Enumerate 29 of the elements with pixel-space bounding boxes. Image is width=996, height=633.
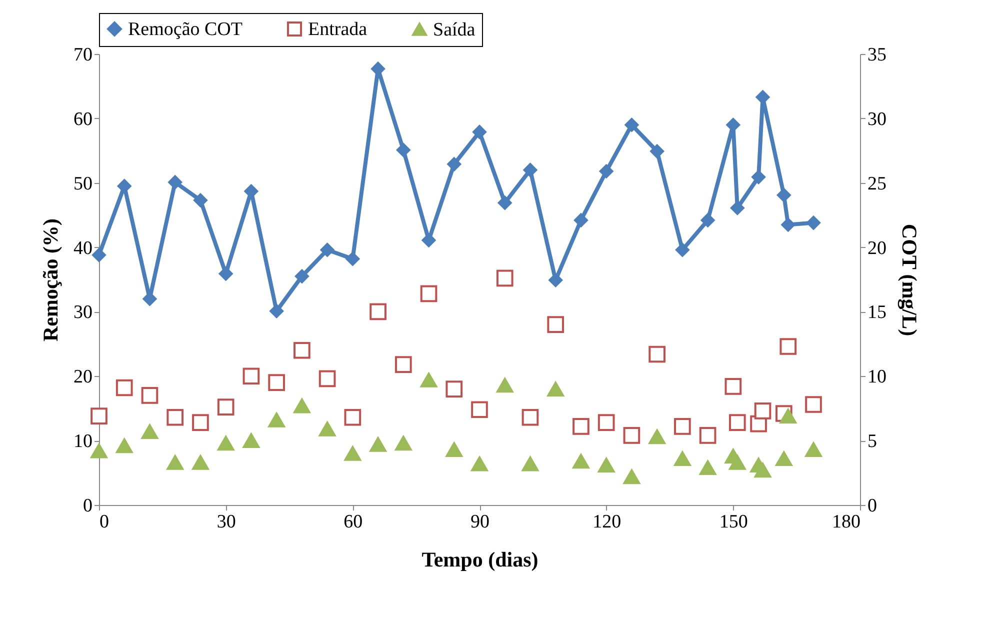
x-tick-label: 90 — [470, 512, 490, 532]
y2-tick-label: 35 — [868, 44, 886, 66]
y2-tick-label: 20 — [868, 238, 886, 259]
x-tick-label: 30 — [216, 512, 236, 532]
y-tick-label: 70 — [74, 44, 92, 66]
y-tick-label: 20 — [74, 366, 92, 388]
x-tick-label: 150 — [719, 512, 748, 532]
x-tick-label: 120 — [592, 512, 622, 532]
y2-tick-label: 25 — [868, 173, 886, 194]
y-tick-label: 60 — [74, 108, 92, 130]
y2-tick-label: 30 — [868, 108, 886, 130]
y2-tick-label: 0 — [868, 496, 877, 516]
x-tick-label: 180 — [832, 512, 860, 532]
y-tick-label: 40 — [74, 238, 92, 259]
legend-label: Saída — [433, 19, 476, 40]
x-tick-label: 60 — [344, 512, 363, 532]
legend-label: Remoção COT — [128, 18, 243, 40]
y-tick-label: 0 — [83, 496, 92, 516]
y-tick-label: 30 — [74, 302, 92, 324]
y-tick-label: 10 — [74, 431, 92, 452]
y2-tick-label: 10 — [868, 366, 886, 388]
y2-axis-title: COT (mg/L) — [898, 224, 922, 336]
y2-tick-label: 15 — [868, 302, 886, 324]
y-tick-label: 50 — [74, 173, 92, 194]
y-axis-title: Remoção (%) — [38, 218, 62, 342]
x-tick-label: 0 — [100, 512, 109, 532]
x-axis-title: Tempo (dias) — [422, 548, 538, 572]
y2-tick-label: 5 — [868, 431, 877, 452]
legend-label: Entrada — [308, 18, 368, 40]
